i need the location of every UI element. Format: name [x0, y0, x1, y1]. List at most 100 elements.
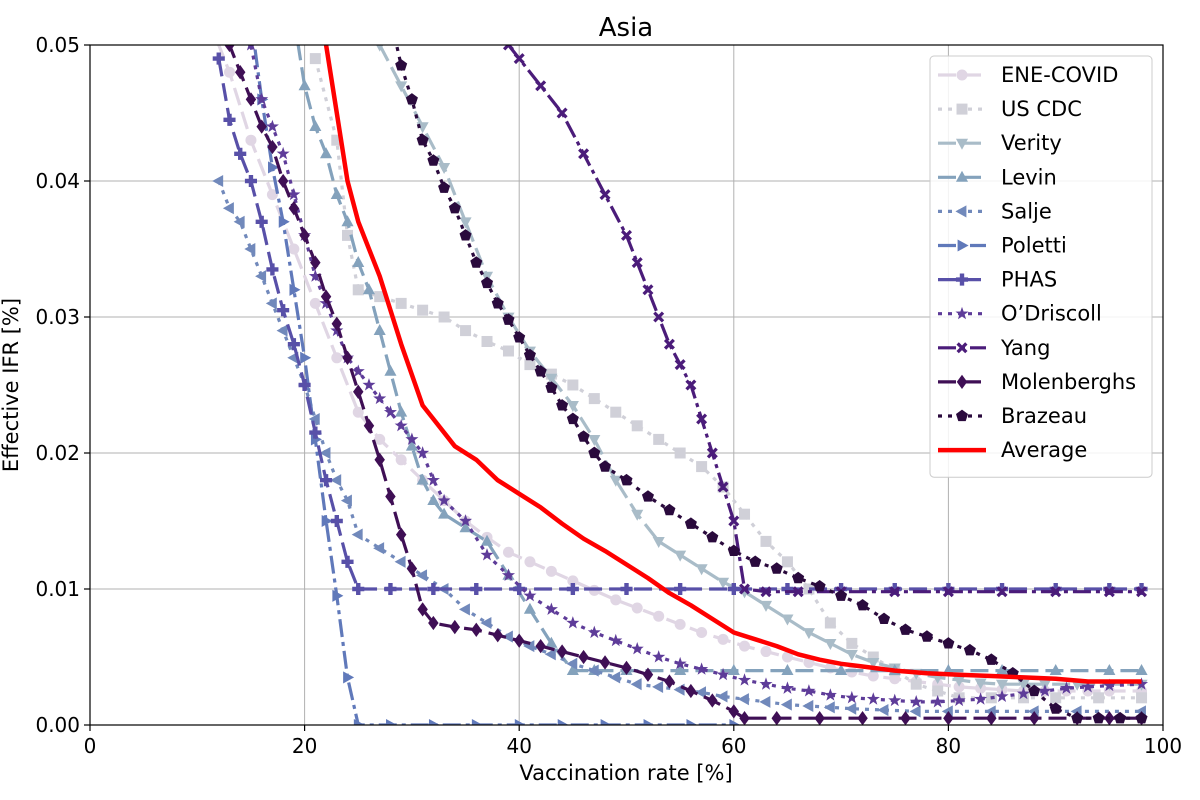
- data-point-o-driscoll: [759, 677, 773, 690]
- x-tick-label: 40: [506, 734, 531, 758]
- legend-marker-o-driscoll: [955, 306, 969, 320]
- data-point-poletti: [332, 589, 344, 602]
- y-tick-label: 0.00: [35, 713, 80, 737]
- data-point-yang: [535, 80, 547, 92]
- legend-label-us-cdc: US CDC: [1001, 97, 1082, 121]
- data-point-ene-covid: [781, 651, 793, 663]
- data-point-levin: [352, 256, 365, 267]
- data-point-o-driscoll: [845, 690, 859, 704]
- data-point-molenberghs: [664, 674, 675, 689]
- data-point-molenberghs: [857, 711, 868, 725]
- data-point-phas: [674, 582, 687, 596]
- data-point-salje: [212, 174, 224, 188]
- data-point-levin: [781, 664, 794, 675]
- data-point-o-driscoll: [437, 493, 451, 507]
- data-point-o-driscoll: [587, 625, 601, 639]
- data-point-ene-covid: [717, 633, 729, 645]
- data-point-verity: [974, 678, 987, 690]
- data-point-o-driscoll: [609, 633, 623, 647]
- data-point-molenberghs: [599, 655, 611, 670]
- data-point-salje: [351, 528, 363, 541]
- y-tick-label: 0.01: [35, 577, 80, 601]
- data-point-o-driscoll: [351, 364, 365, 377]
- data-point-phas: [234, 147, 247, 160]
- data-point-o-driscoll: [931, 695, 945, 708]
- data-point-ene-covid: [674, 618, 686, 630]
- data-point-molenberghs: [267, 139, 278, 155]
- data-point-molenberghs: [642, 667, 654, 682]
- data-point-phas: [1135, 582, 1148, 596]
- data-point-ene-covid: [266, 189, 278, 201]
- data-point-salje: [544, 648, 556, 661]
- data-point-salje: [909, 705, 921, 718]
- y-tick-label: 0.04: [35, 169, 80, 193]
- data-point-verity: [459, 217, 472, 229]
- x-tick-label: 100: [1144, 734, 1182, 758]
- legend-label-levin: Levin: [1001, 165, 1057, 189]
- legend-marker-salje: [955, 205, 967, 218]
- data-point-yang: [578, 148, 590, 160]
- data-point-molenberghs: [245, 92, 257, 107]
- data-point-molenberghs: [814, 711, 825, 725]
- data-point-levin: [566, 664, 579, 675]
- data-point-yang: [621, 229, 632, 241]
- data-point-levin: [523, 602, 536, 614]
- y-tick-label: 0.02: [35, 441, 80, 465]
- data-point-o-driscoll: [383, 405, 397, 418]
- data-point-levin: [545, 636, 558, 648]
- data-point-phas: [1103, 582, 1116, 596]
- data-point-phas: [781, 582, 794, 596]
- data-point-levin: [298, 79, 311, 91]
- data-point-salje: [823, 701, 835, 714]
- data-point-salje: [523, 640, 535, 653]
- data-point-brazeau: [416, 133, 429, 146]
- x-axis-ticks: 0 20 40 60 80 100: [84, 725, 1182, 758]
- data-point-molenberghs: [320, 289, 332, 304]
- series-phas: [212, 52, 1148, 596]
- data-point-molenberghs: [417, 602, 428, 617]
- data-point-verity: [953, 675, 966, 687]
- data-point-brazeau: [502, 313, 515, 325]
- data-point-ene-covid: [739, 640, 751, 652]
- data-point-molenberghs: [449, 619, 461, 635]
- data-point-us-cdc: [867, 651, 879, 663]
- legend-marker-poletti: [957, 239, 969, 252]
- data-point-molenberghs: [331, 316, 343, 331]
- data-point-o-driscoll: [780, 681, 794, 694]
- data-point-us-cdc: [653, 433, 665, 445]
- data-point-yang: [631, 257, 643, 269]
- data-point-us-cdc: [803, 583, 815, 595]
- data-point-o-driscoll: [276, 146, 290, 160]
- data-point-yang: [556, 107, 568, 119]
- legend-marker-phas: [955, 273, 969, 286]
- data-point-levin: [405, 439, 418, 451]
- data-point-brazeau: [459, 229, 472, 241]
- series-salje: [212, 174, 1146, 718]
- data-point-yang: [760, 586, 772, 598]
- data-point-brazeau: [770, 562, 783, 574]
- data-point-us-cdc: [1050, 692, 1062, 704]
- data-point-o-driscoll: [673, 656, 687, 670]
- data-point-poletti: [686, 718, 698, 725]
- data-point-o-driscoll: [480, 548, 494, 561]
- data-point-brazeau: [663, 503, 676, 516]
- data-point-molenberghs: [707, 693, 718, 708]
- data-point-brazeau: [438, 181, 451, 193]
- legend-label-molenberghs: Molenberghs: [1001, 370, 1136, 394]
- legend-label-brazeau: Brazeau: [1001, 404, 1087, 428]
- data-point-us-cdc: [395, 297, 407, 309]
- data-point-o-driscoll: [802, 684, 816, 697]
- data-point-brazeau: [1135, 711, 1148, 724]
- data-point-o-driscoll: [394, 418, 408, 432]
- data-point-us-cdc: [502, 345, 514, 357]
- data-point-o-driscoll: [695, 662, 709, 675]
- data-point-phas: [996, 582, 1009, 596]
- data-point-o-driscoll: [544, 602, 558, 615]
- data-point-verity: [545, 373, 558, 385]
- data-point-ene-covid: [245, 134, 257, 146]
- data-point-salje: [255, 270, 267, 283]
- data-point-ene-covid: [696, 627, 708, 639]
- data-point-brazeau: [523, 348, 536, 361]
- data-point-levin: [1135, 664, 1148, 675]
- data-point-yang: [674, 359, 686, 371]
